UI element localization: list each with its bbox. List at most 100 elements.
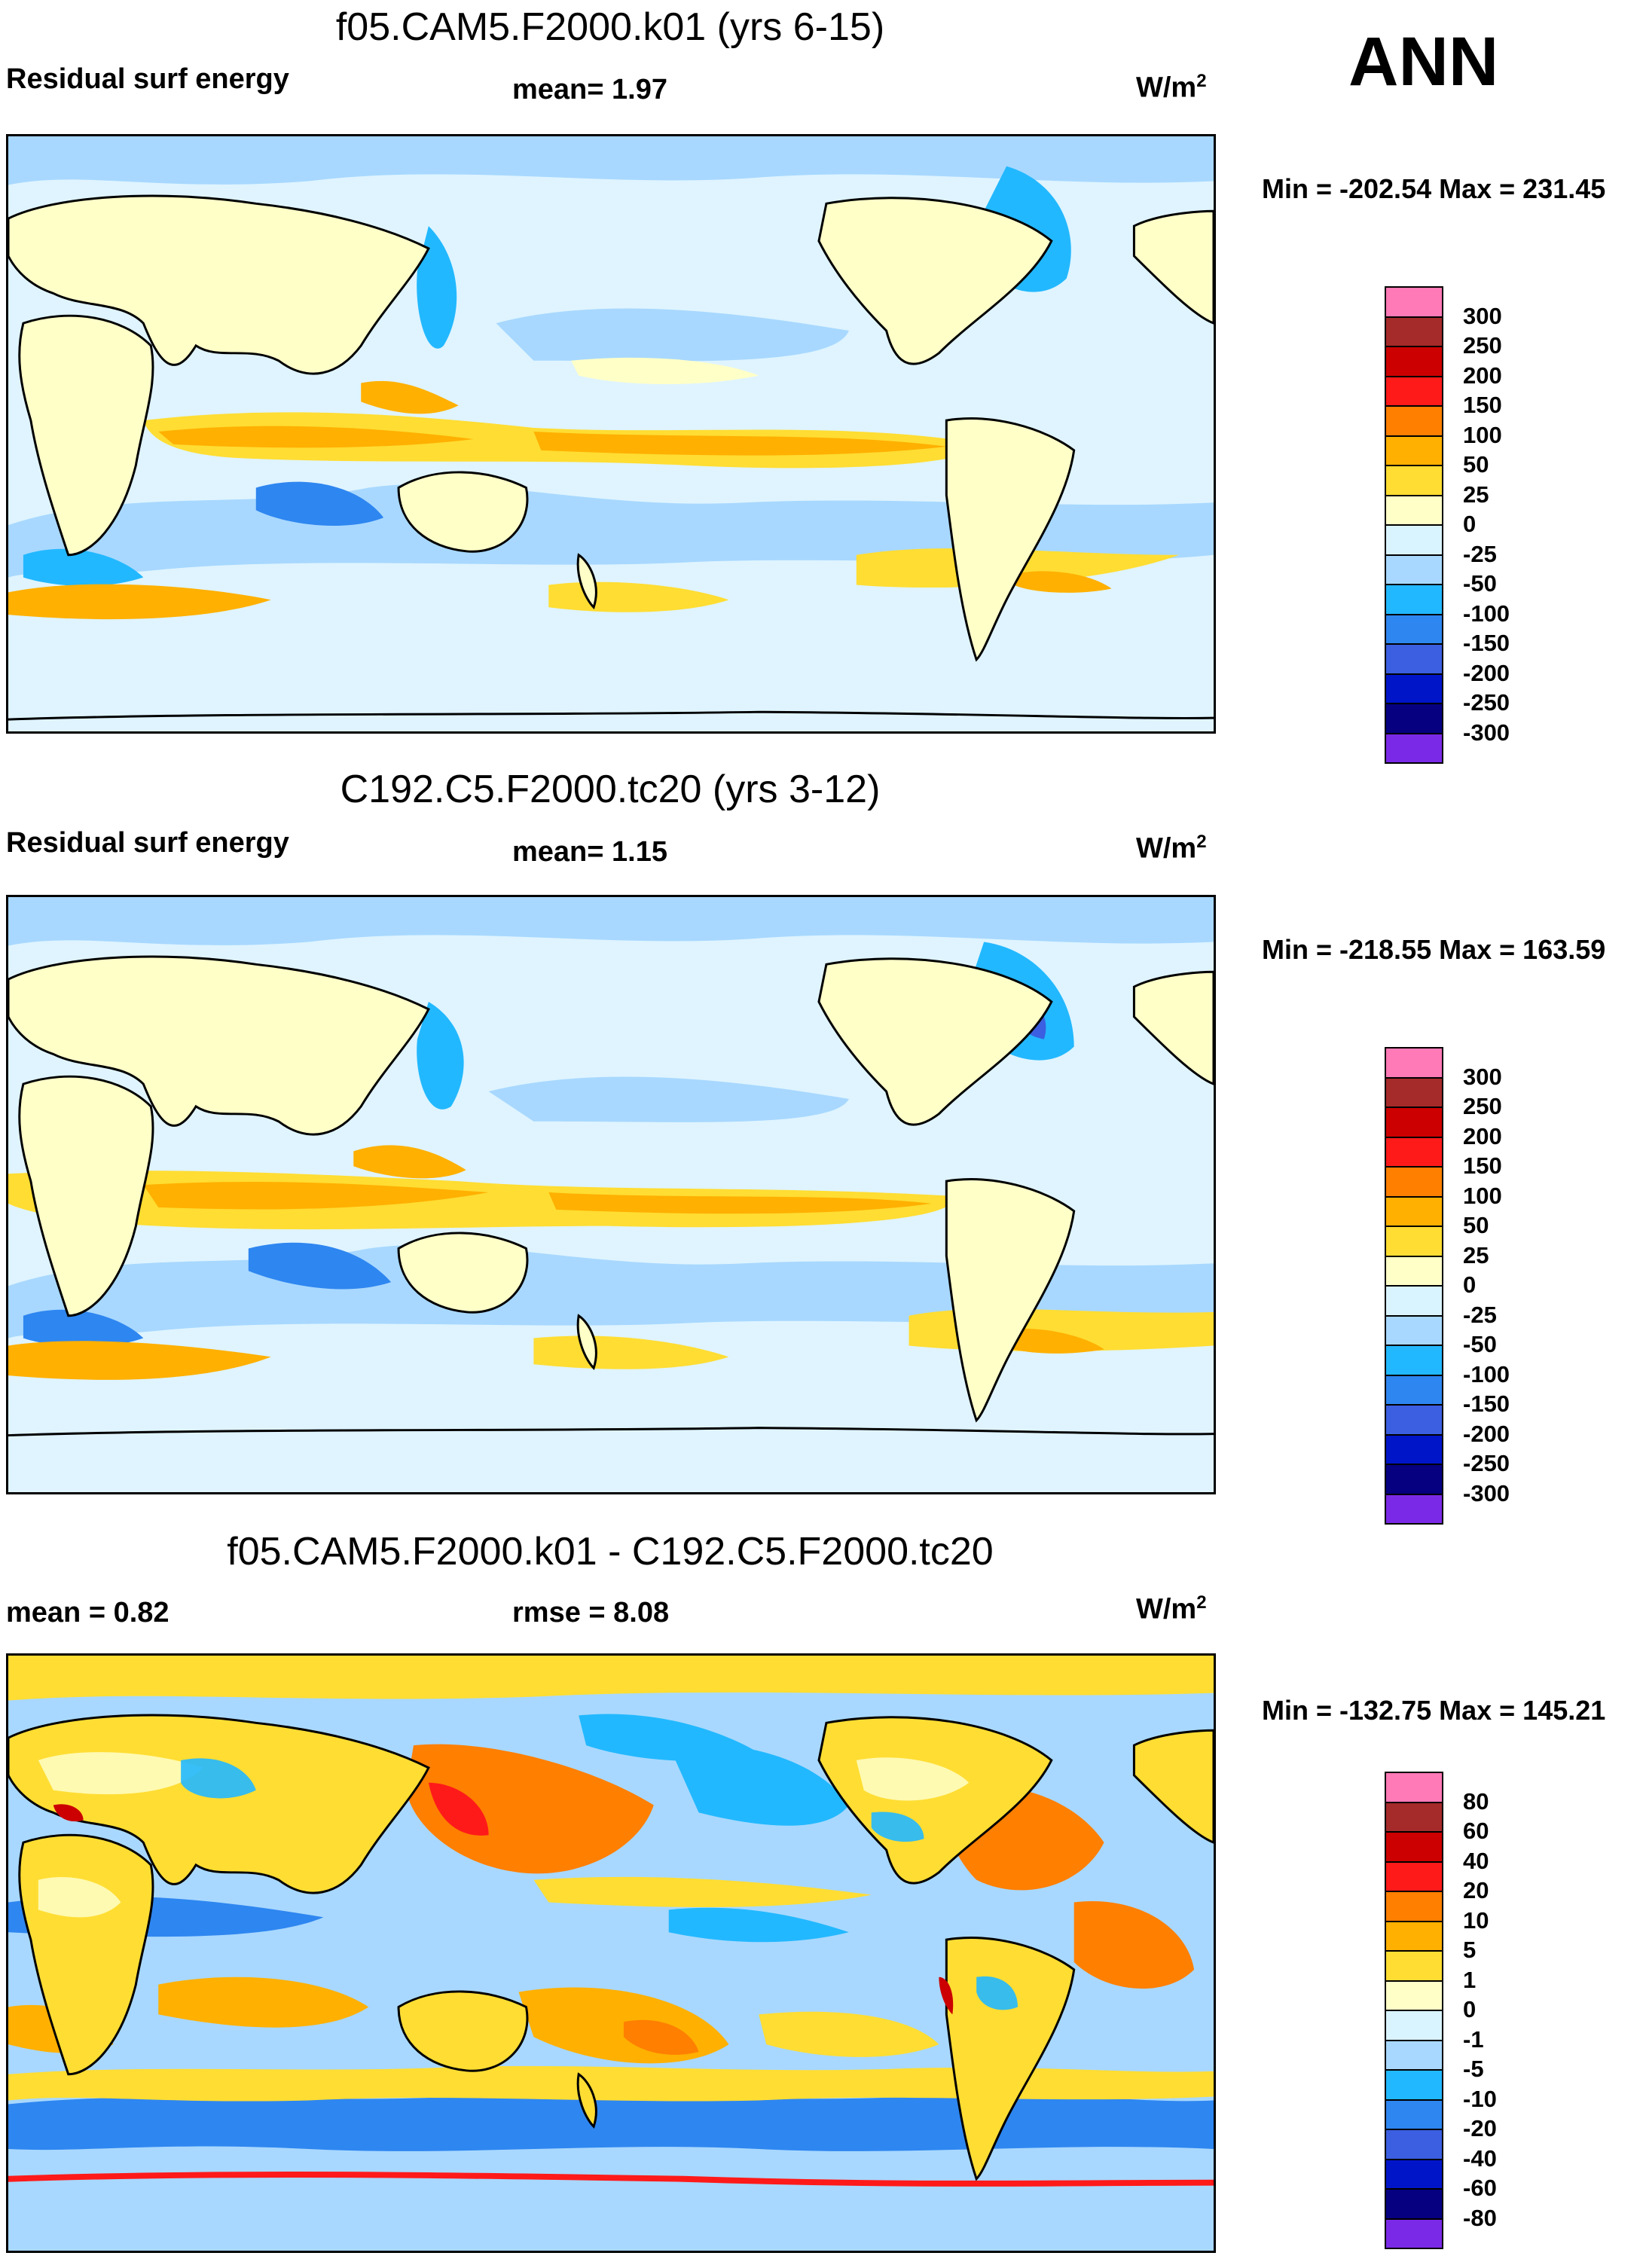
panel2-title: C192.C5.F2000.tc20 (yrs 3-12): [340, 768, 881, 811]
colorbar-swatch: [1385, 2129, 1443, 2160]
colorbar-tick-label: -150: [1463, 630, 1510, 656]
colorbar-tick-label: 25: [1463, 1241, 1489, 1268]
panel3-rmse-label: rmse = 8.08: [512, 1597, 670, 1629]
colorbar-swatch: [1385, 2158, 1443, 2190]
colorbar-swatch: [1385, 2039, 1443, 2071]
colorbar-swatch: [1385, 316, 1443, 347]
colorbar-tick-label: 150: [1463, 392, 1502, 418]
panel1-units: W/m2: [1136, 71, 1207, 104]
colorbar-tick-label: 250: [1463, 1093, 1502, 1119]
colorbar-tick-label: 100: [1463, 421, 1502, 448]
colorbar-swatch: [1385, 2010, 1443, 2041]
colorbar-tick-label: -25: [1463, 1301, 1497, 1328]
colorbar-tick-label: -200: [1463, 1420, 1510, 1447]
colorbar-tick-label: 300: [1463, 302, 1502, 329]
panel1-minmax: Min = -202.54 Max = 231.45: [1262, 173, 1606, 204]
colorbar-swatch: [1385, 1345, 1443, 1376]
panel3-colorbar: 80 60 40 20 10 5 1 0 -1 -5 -10 -20 -40 -60 -80: [1385, 1772, 1497, 2249]
colorbar-swatch: [1385, 346, 1443, 377]
colorbar-tick-label: -150: [1463, 1390, 1510, 1417]
colorbar-tick-label: -300: [1463, 719, 1510, 746]
panel3-units: W/m2: [1136, 1592, 1207, 1625]
colorbar-swatch: [1385, 673, 1443, 704]
colorbar-swatch: [1385, 613, 1443, 645]
colorbar-tick-label: -50: [1463, 1331, 1497, 1357]
colorbar-swatch: [1385, 584, 1443, 615]
colorbar-tick-label: 40: [1463, 1847, 1489, 1874]
colorbar-tick-label: 50: [1463, 451, 1489, 478]
colorbar-swatch: [1385, 1047, 1443, 1079]
colorbar-tick-label: -5: [1463, 2056, 1484, 2082]
colorbar-swatch: [1385, 1255, 1443, 1287]
panel3-map: [6, 1653, 1216, 2253]
colorbar-swatch: [1385, 524, 1443, 556]
panel2-variable-label: Residual surf energy: [6, 827, 289, 859]
colorbar-tick-label: -60: [1463, 2175, 1497, 2201]
colorbar-tick-label: -25: [1463, 540, 1497, 567]
colorbar-tick-label: -250: [1463, 1450, 1510, 1476]
colorbar-swatch: [1385, 465, 1443, 496]
colorbar-tick-label: -40: [1463, 2144, 1497, 2172]
panel2-mean-label: mean= 1.15: [512, 836, 667, 868]
panel1-title: f05.CAM5.F2000.k01 (yrs 6-15): [335, 5, 885, 49]
colorbar-tick-label: -300: [1463, 1479, 1510, 1506]
colorbar-tick-label: -80: [1463, 2204, 1497, 2231]
colorbar-tick-label: 80: [1463, 1787, 1489, 1815]
colorbar-tick-label: 0: [1463, 511, 1477, 537]
colorbar-tick-label: -250: [1463, 689, 1510, 716]
colorbar-swatch: [1385, 1772, 1443, 1803]
colorbar-tick-label: 25: [1463, 481, 1489, 508]
colorbar-tick-label: 150: [1463, 1152, 1502, 1179]
panel1-mean-label: mean= 1.97: [512, 74, 667, 105]
colorbar-tick-label: -200: [1463, 659, 1510, 686]
season-label: ANN: [1348, 23, 1499, 100]
panel2-colorbar: 300 250 200 150 100 50 25 0 -25 -50 -100 -150 -200 -2…: [1385, 1047, 1510, 1525]
panel1-colorbar: 300 250 200 150 100 50 25 0 -25 -50 -100 -150 -200 -2…: [1385, 286, 1510, 764]
panel3-mean-label: mean = 0.82: [6, 1597, 169, 1629]
colorbar-tick-label: 200: [1463, 362, 1502, 389]
colorbar-swatch: [1385, 494, 1443, 526]
panel3-minmax: Min = -132.75 Max = 145.21: [1262, 1695, 1606, 1726]
colorbar-swatch: [1385, 1493, 1443, 1525]
colorbar-swatch: [1385, 1107, 1443, 1138]
colorbar-swatch: [1385, 1891, 1443, 1922]
panel2-map: [6, 895, 1216, 1494]
colorbar-swatch: [1385, 1314, 1443, 1346]
colorbar-swatch: [1385, 1860, 1443, 1892]
colorbar-swatch: [1385, 1433, 1443, 1465]
colorbar-swatch: [1385, 1464, 1443, 1495]
panel1-variable-label: Residual surf energy: [6, 63, 289, 95]
colorbar-swatch: [1385, 2069, 1443, 2101]
colorbar-swatch: [1385, 703, 1443, 734]
colorbar-swatch: [1385, 2218, 1443, 2249]
colorbar-swatch: [1385, 1195, 1443, 1227]
colorbar-swatch: [1385, 554, 1443, 585]
colorbar-swatch: [1385, 2099, 1443, 2130]
colorbar-tick-label: 10: [1463, 1906, 1489, 1934]
colorbar-swatch: [1385, 1285, 1443, 1317]
colorbar-tick-label: 100: [1463, 1182, 1502, 1209]
colorbar-tick-label: 200: [1463, 1122, 1502, 1149]
colorbar-tick-label: 50: [1463, 1212, 1489, 1238]
colorbar-tick-label: 1: [1463, 1966, 1477, 1993]
colorbar-swatch: [1385, 1801, 1443, 1833]
colorbar-swatch: [1385, 1950, 1443, 1982]
colorbar-swatch: [1385, 435, 1443, 466]
colorbar-tick-label: 300: [1463, 1063, 1502, 1090]
colorbar-swatch: [1385, 1831, 1443, 1863]
colorbar-tick-label: 20: [1463, 1877, 1489, 1903]
panel1-map: [6, 134, 1216, 734]
colorbar-tick-label: 5: [1463, 1937, 1477, 1963]
colorbar-swatch: [1385, 2188, 1443, 2220]
panel3-title: f05.CAM5.F2000.k01 - C192.C5.F2000.tc20: [227, 1530, 994, 1574]
colorbar-swatch: [1385, 375, 1443, 407]
colorbar-tick-label: -100: [1463, 600, 1510, 627]
colorbar-swatch: [1385, 732, 1443, 764]
colorbar-swatch: [1385, 1226, 1443, 1257]
colorbar-tick-label: 250: [1463, 332, 1502, 359]
colorbar-swatch: [1385, 1076, 1443, 1108]
colorbar-tick-label: -100: [1463, 1360, 1510, 1387]
colorbar-tick-label: -20: [1463, 2115, 1497, 2141]
colorbar-tick-label: -10: [1463, 2085, 1497, 2112]
colorbar-tick-label: 0: [1463, 1271, 1477, 1298]
